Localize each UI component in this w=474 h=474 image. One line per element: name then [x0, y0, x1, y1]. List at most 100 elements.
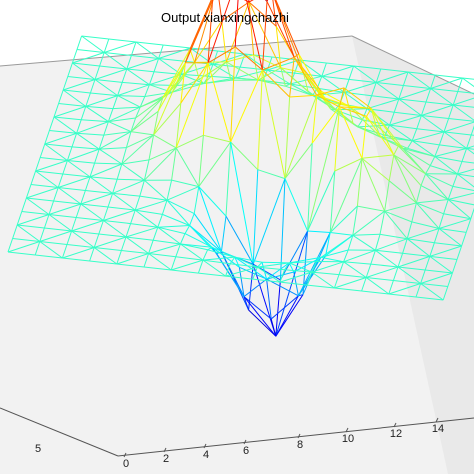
mesh-edge [307, 90, 336, 111]
mesh-edge [85, 92, 91, 107]
mesh-edge [103, 52, 128, 70]
mesh-edge [117, 82, 123, 96]
mesh-edge [421, 115, 445, 133]
mesh-edge [194, 61, 227, 63]
mesh-edge [435, 74, 463, 79]
mesh-edge [275, 294, 304, 337]
mesh-edge [248, 1, 277, 27]
mesh-edge [67, 148, 100, 161]
mesh-edge [339, 106, 367, 117]
mesh-edge [98, 220, 104, 235]
mesh-edge [393, 154, 417, 204]
mesh-edge [442, 286, 449, 301]
mesh-edge [58, 176, 91, 188]
mesh-edge [12, 238, 40, 242]
mesh-edge [72, 52, 105, 64]
mesh-edge [221, 20, 227, 62]
mesh-edge [203, 134, 231, 143]
mesh-edge [412, 131, 445, 142]
mesh-edge [394, 111, 422, 116]
mesh-edge [62, 76, 69, 91]
mesh-edge [298, 294, 304, 297]
mesh-edge [198, 141, 232, 187]
mesh-edge [80, 203, 104, 221]
mesh-edge [430, 74, 436, 89]
mesh-edge [320, 234, 354, 258]
mesh-edge [253, 54, 282, 69]
mesh-edge [116, 253, 149, 265]
mesh-edge [98, 148, 123, 165]
mesh-edge [53, 187, 59, 202]
mesh-edge [103, 38, 110, 53]
mesh-edge [180, 62, 186, 104]
mesh-edge [98, 134, 105, 150]
mesh-edge [94, 79, 118, 97]
mesh-edge [189, 213, 195, 226]
mesh-edge [347, 235, 354, 251]
mesh-edge [112, 179, 145, 194]
mesh-edge [71, 49, 78, 64]
mesh-edge [53, 103, 60, 118]
mesh-edge [275, 0, 300, 55]
mesh-edge [126, 58, 159, 70]
mesh-edge [99, 65, 127, 70]
mesh-edge [126, 55, 132, 70]
mesh-edge [307, 106, 340, 232]
mesh-edge [153, 62, 186, 136]
mesh-edge [162, 213, 190, 226]
mesh-edge [48, 214, 72, 232]
mesh-edge [94, 148, 100, 164]
mesh-edge [80, 203, 109, 208]
mesh-edge [411, 128, 418, 141]
mesh-edge [348, 105, 377, 126]
mesh-edge [102, 206, 109, 221]
mesh-edge [366, 108, 372, 117]
mesh-edge [253, 54, 259, 81]
mesh-edge [130, 131, 154, 136]
mesh-edge [194, 0, 214, 63]
axis-ticks: 0 2 4 6 8 10 12 14 5 [35, 417, 444, 470]
mesh-edge [289, 94, 317, 98]
mesh-edge [89, 247, 95, 262]
mesh-edge [117, 178, 145, 181]
mesh-edge [197, 259, 204, 274]
mesh-edge [266, 0, 269, 2]
mesh-edge [421, 115, 449, 119]
mesh-edge [148, 253, 176, 258]
mesh-edge [180, 243, 213, 248]
mesh-edge [207, 249, 235, 258]
mesh-edge [234, 256, 240, 268]
mesh-edge [26, 197, 50, 215]
mesh-edge [248, 309, 277, 337]
mesh-edge [452, 185, 474, 191]
mesh-edge [429, 255, 458, 260]
mesh-edge [143, 253, 150, 268]
mesh-edge [466, 134, 472, 149]
mesh-edge [289, 256, 322, 264]
mesh-edge [193, 186, 200, 214]
mesh-edge [299, 59, 327, 64]
mesh-edge [12, 224, 18, 239]
mesh-edge [17, 214, 50, 226]
mesh-edge [121, 250, 149, 254]
mesh-edge [433, 228, 440, 243]
mesh-edge [416, 202, 444, 215]
mesh-edge [89, 162, 96, 178]
mesh-edge [262, 69, 290, 98]
mesh-edge [370, 250, 376, 265]
mesh-edge [257, 266, 281, 283]
mesh-edge [144, 84, 150, 97]
mesh-edge [252, 278, 281, 283]
mesh-edge [135, 199, 168, 211]
mesh-edge [121, 159, 150, 165]
mesh-edge [40, 157, 68, 161]
mesh-edge [230, 141, 259, 171]
surface-mesh [7, 0, 474, 337]
mesh-edge [321, 90, 349, 107]
mesh-edge [53, 105, 86, 118]
mesh-edge [429, 245, 462, 257]
mesh-edge [257, 169, 286, 180]
mesh-edge [307, 230, 331, 233]
mesh-edge [212, 53, 245, 65]
mesh-edge [72, 62, 96, 80]
